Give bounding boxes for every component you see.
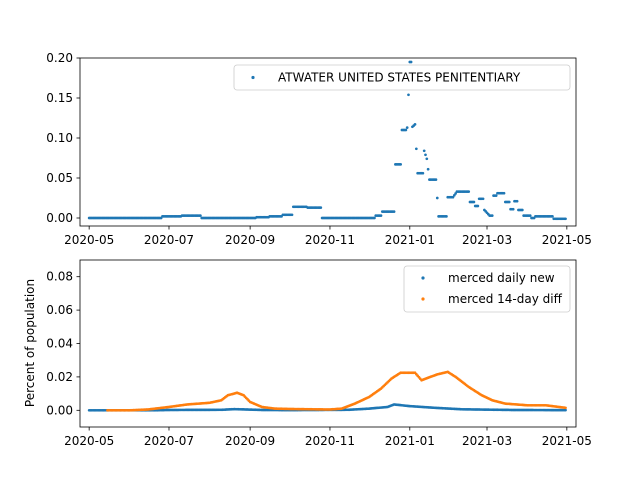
x-tick-label: 2020-11 [305,434,355,448]
bottom-y-axis-label: Percent of population [23,279,37,407]
data-point-series-0 [435,196,439,200]
data-point-series-0 [551,215,554,218]
data-point-series-0 [373,216,376,220]
x-tick-label: 2020-07 [144,434,194,448]
x-tick-label: 2021-03 [462,233,512,247]
data-point-series-0 [454,192,457,195]
data-point-series-0 [451,195,455,199]
data-point-series-0 [490,214,494,217]
data-point-series-0 [445,215,448,218]
y-tick-label: 0.04 [46,337,73,351]
bottom-plot: 2020-05 2020-07 2020-09 2020-11 2021-01 2021-… [23,259,592,448]
data-point-series-0 [520,208,524,212]
x-tick-label: 2020-05 [64,434,114,448]
top-plot-points [87,60,567,221]
bottom-plot-y-ticks: 0.00 0.02 0.04 0.06 0.08 [46,270,80,417]
x-tick-label: 2021-01 [385,434,435,448]
data-point-series-0 [421,171,425,175]
top-plot-legend: ATWATER UNITED STATES PENITENTIARY [233,64,571,91]
y-tick-label: 0.00 [46,211,73,225]
data-point-series-0 [407,93,410,97]
x-tick-label: 2021-05 [542,434,592,448]
y-tick-label: 0.08 [46,270,73,284]
x-tick-label: 2020-11 [305,233,355,247]
data-point-series-0 [319,206,323,209]
top-plot-x-ticks: 2020-05 2020-07 2020-09 2020-11 2021-01 2021-… [64,226,592,247]
x-tick-label: 2021-03 [462,434,512,448]
x-tick-label: 2020-09 [225,434,275,448]
data-point-series-0 [405,126,409,129]
bottom-legend-label-diff: merced 14-day diff [448,292,563,306]
x-tick-label: 2020-05 [64,233,114,247]
data-point-series-0 [434,178,438,181]
bottom-plot-x-ticks: 2020-05 2020-07 2020-09 2020-11 2021-01 2021-… [64,427,592,448]
data-point-series-0 [422,149,426,153]
bottom-legend-box [403,265,571,313]
y-tick-label: 0.10 [46,131,73,145]
bottom-legend-marker-daily [421,276,425,280]
top-legend-marker [251,75,255,80]
y-tick-label: 0.20 [46,51,73,65]
bottom-plot-points [87,370,567,412]
data-point-series-0 [425,157,429,161]
top-plot-y-ticks: 0.00 0.05 0.10 0.15 0.20 [46,51,80,225]
data-point-series-0 [472,200,476,204]
data-point-series-0 [515,199,519,203]
bottom-plot-legend: merced daily new merced 14-day diff [403,265,571,313]
top-legend-box [233,64,571,91]
data-point-series-0 [481,197,485,201]
data-point-series-0 [414,147,418,151]
data-point-series-0 [507,200,511,204]
x-tick-label: 2020-07 [144,233,194,247]
x-tick-label: 2021-01 [385,233,435,247]
top-plot: 2020-05 2020-07 2020-09 2020-11 2021-01 2021-… [46,51,592,247]
data-point-series-0 [424,153,427,157]
bottom-legend-marker-diff [421,297,425,301]
y-tick-label: 0.02 [46,370,73,384]
data-point-series-0 [379,214,383,217]
top-legend-label: ATWATER UNITED STATES PENITENTIARY [278,71,521,85]
data-point-series-0 [467,190,471,193]
data-point-series-0 [476,204,480,208]
data-point-series-0 [392,210,396,213]
data-point-series-0 [511,207,515,211]
data-point-series-0 [502,191,506,195]
data-point-series-0 [404,128,408,132]
data-point-series-0 [290,213,294,217]
data-point-series-0 [528,214,532,217]
x-tick-label: 2020-09 [225,233,275,247]
bottom-legend-label-daily: merced daily new [448,271,555,285]
data-point-series-0 [199,214,202,217]
data-point-series-0 [426,167,430,171]
data-point-series-0 [399,163,402,166]
data-point-series-0 [409,60,413,64]
data-point-series-0 [494,194,498,197]
y-tick-label: 0.15 [46,91,73,105]
y-tick-label: 0.00 [46,403,73,417]
x-tick-label: 2021-05 [542,233,592,247]
y-tick-label: 0.06 [46,303,73,317]
y-tick-label: 0.05 [46,171,73,185]
data-point-series-0 [564,217,567,221]
data-point-series-0 [413,123,417,126]
data-point-series-1 [564,406,567,410]
data-point-series-0 [564,408,567,412]
